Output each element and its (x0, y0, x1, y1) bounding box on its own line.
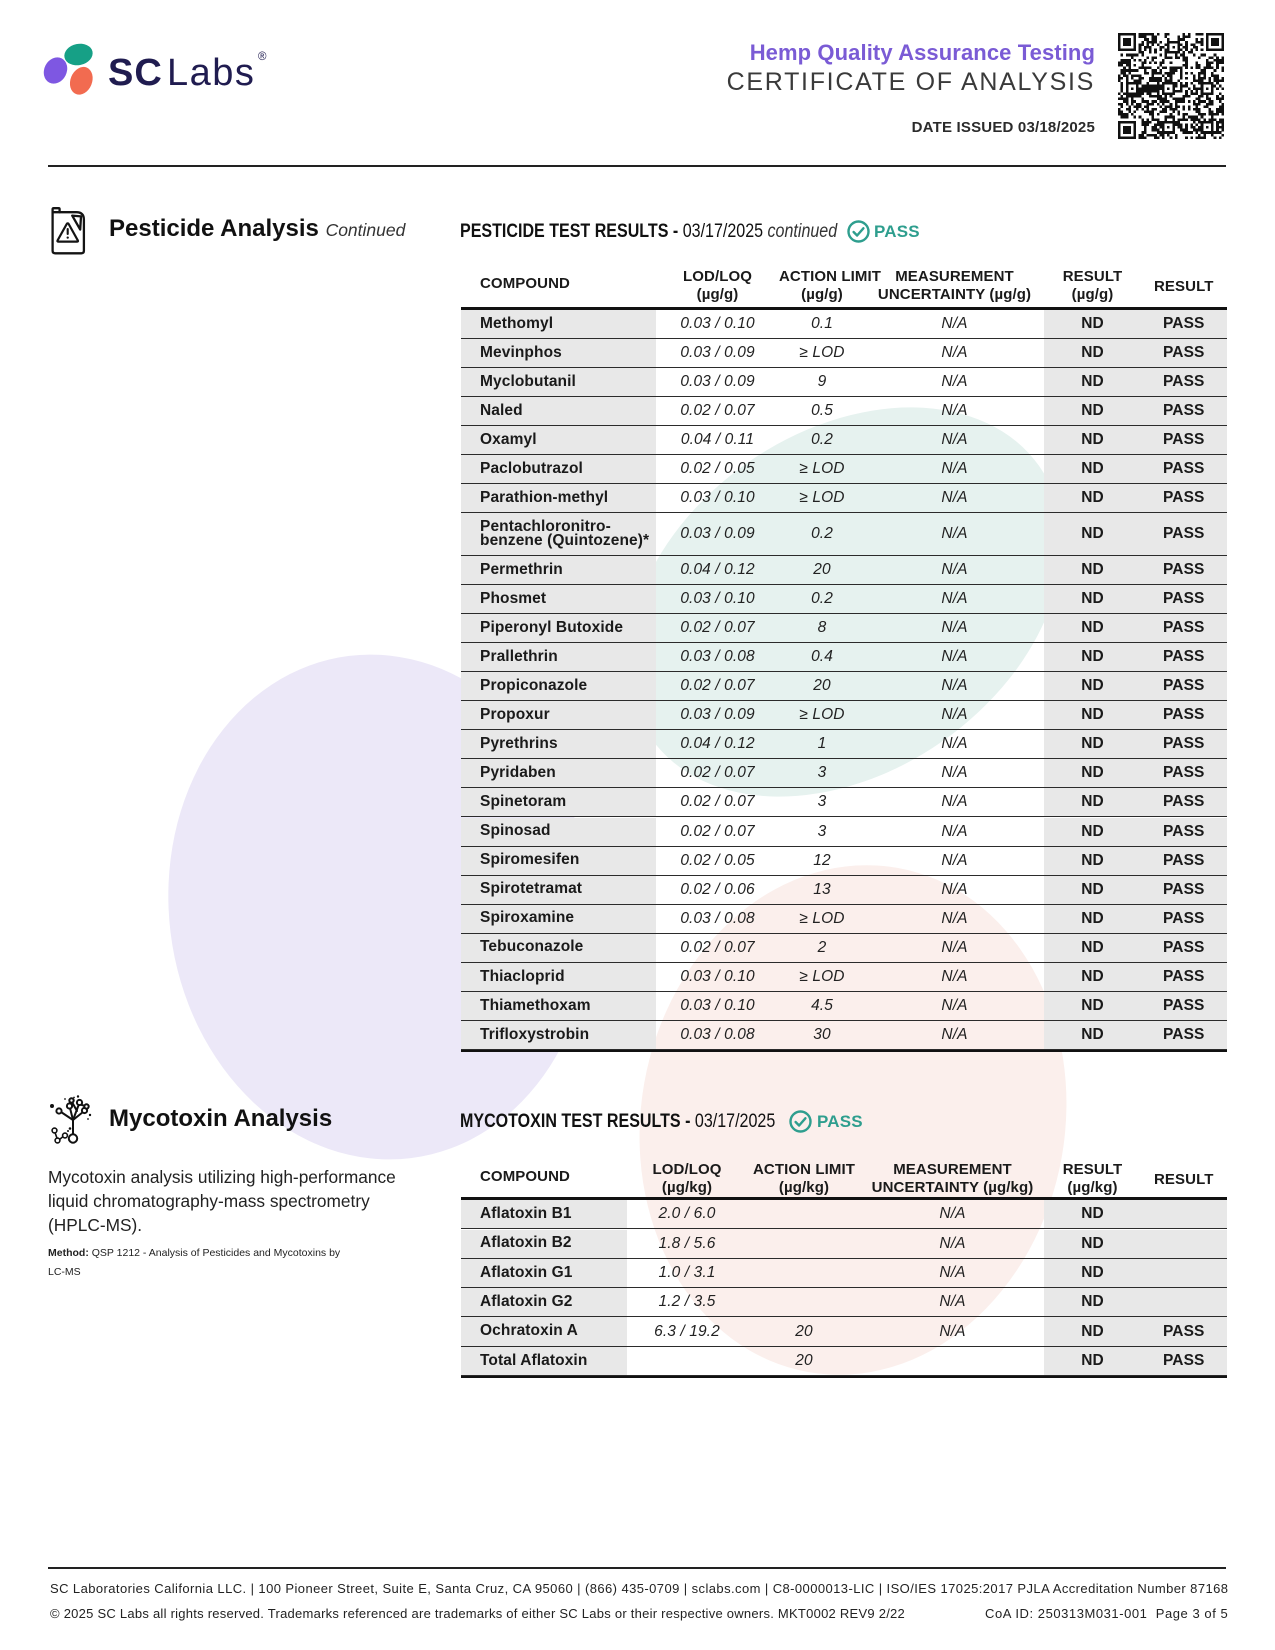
svg-text:SC: SC (108, 52, 163, 94)
svg-text:Labs: Labs (167, 52, 255, 94)
svg-text:®: ® (258, 51, 267, 63)
